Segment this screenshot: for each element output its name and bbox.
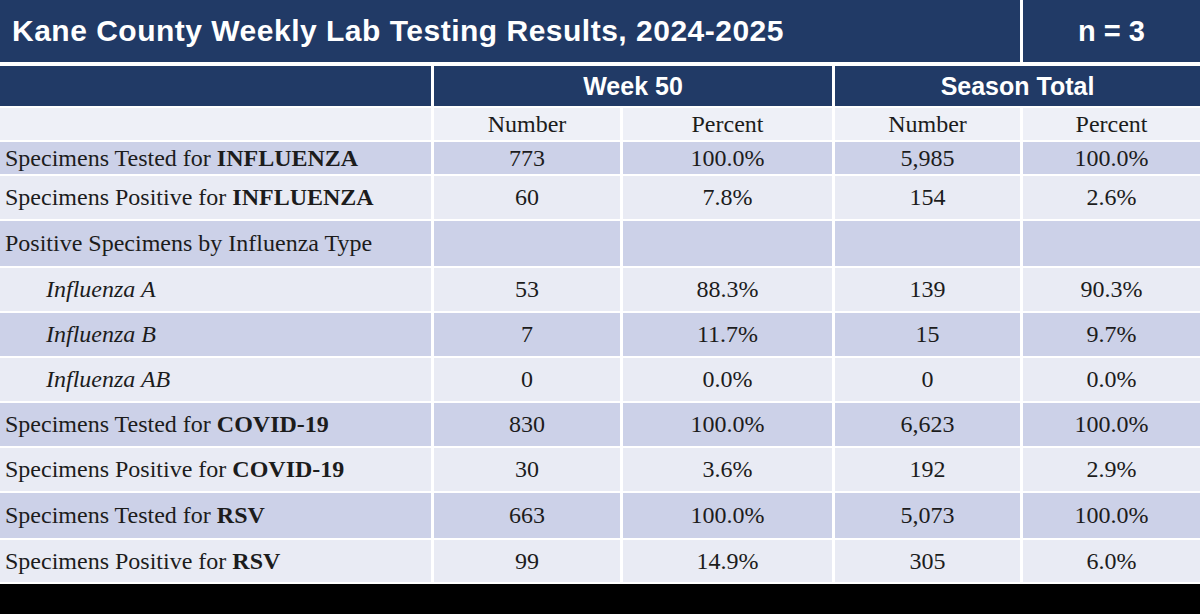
cell-season-number: 6,623 xyxy=(835,403,1023,448)
table-row: Specimens Positive for RSV 99 14.9% 305 … xyxy=(0,540,1200,584)
cell-week50-number: 99 xyxy=(434,540,623,584)
cell-season-number: 192 xyxy=(835,448,1023,493)
cell-week50-percent: 88.3% xyxy=(623,268,835,313)
cell-week50-number xyxy=(434,221,623,268)
table-row: Influenza B 7 11.7% 15 9.7% xyxy=(0,313,1200,358)
cell-season-number: 0 xyxy=(835,358,1023,403)
column-group-week50: Week 50 xyxy=(434,66,835,108)
cell-season-number: 305 xyxy=(835,540,1023,584)
table-row: Influenza AB 0 0.0% 0 0.0% xyxy=(0,358,1200,403)
cell-week50-percent: 7.8% xyxy=(623,176,835,221)
page-title: Kane County Weekly Lab Testing Results, … xyxy=(0,0,1023,66)
row-label: Specimens Positive for COVID-19 xyxy=(0,448,434,493)
cell-season-number: 5,073 xyxy=(835,493,1023,540)
row-label: Specimens Tested for COVID-19 xyxy=(0,403,434,448)
cell-week50-percent xyxy=(623,221,835,268)
cell-season-number xyxy=(835,221,1023,268)
cell-season-percent xyxy=(1023,221,1200,268)
title-row: Kane County Weekly Lab Testing Results, … xyxy=(0,0,1200,66)
cell-week50-percent: 0.0% xyxy=(623,358,835,403)
cell-week50-number: 830 xyxy=(434,403,623,448)
row-label: Specimens Tested for INFLUENZA xyxy=(0,142,434,176)
cell-season-number: 15 xyxy=(835,313,1023,358)
cell-season-number: 139 xyxy=(835,268,1023,313)
table-row: Specimens Positive for COVID-19 30 3.6% … xyxy=(0,448,1200,493)
column-subheader-row: Number Percent Number Percent xyxy=(0,108,1200,142)
row-label: Influenza AB xyxy=(0,358,434,403)
column-header-season-percent: Percent xyxy=(1023,108,1200,142)
cell-season-percent: 100.0% xyxy=(1023,403,1200,448)
cell-week50-number: 60 xyxy=(434,176,623,221)
row-label: Influenza A xyxy=(0,268,434,313)
cell-season-percent: 9.7% xyxy=(1023,313,1200,358)
table-row: Positive Specimens by Influenza Type xyxy=(0,221,1200,268)
cell-week50-number: 773 xyxy=(434,142,623,176)
cell-week50-percent: 14.9% xyxy=(623,540,835,584)
table-row: Specimens Tested for COVID-19 830 100.0%… xyxy=(0,403,1200,448)
row-label-column-spacer xyxy=(0,108,434,142)
column-group-header-row: Week 50 Season Total xyxy=(0,66,1200,108)
cell-week50-number: 0 xyxy=(434,358,623,403)
cell-week50-percent: 3.6% xyxy=(623,448,835,493)
row-label: Influenza B xyxy=(0,313,434,358)
column-group-season-total: Season Total xyxy=(835,66,1200,108)
column-header-week50-percent: Percent xyxy=(623,108,835,142)
row-label: Positive Specimens by Influenza Type xyxy=(0,221,434,268)
cell-season-percent: 2.6% xyxy=(1023,176,1200,221)
lab-results-table: Kane County Weekly Lab Testing Results, … xyxy=(0,0,1200,584)
table-row: Specimens Tested for INFLUENZA 773 100.0… xyxy=(0,142,1200,176)
row-label: Specimens Positive for RSV xyxy=(0,540,434,584)
bottom-black-bar xyxy=(0,584,1200,614)
cell-week50-percent: 100.0% xyxy=(623,403,835,448)
cell-week50-percent: 11.7% xyxy=(623,313,835,358)
cell-season-number: 154 xyxy=(835,176,1023,221)
cell-week50-percent: 100.0% xyxy=(623,142,835,176)
cell-week50-number: 30 xyxy=(434,448,623,493)
column-header-season-number: Number xyxy=(835,108,1023,142)
cell-week50-number: 7 xyxy=(434,313,623,358)
cell-season-percent: 0.0% xyxy=(1023,358,1200,403)
sample-size-badge: n = 3 xyxy=(1023,0,1200,66)
table-row: Specimens Positive for INFLUENZA 60 7.8%… xyxy=(0,176,1200,221)
cell-season-percent: 100.0% xyxy=(1023,493,1200,540)
table-row: Influenza A 53 88.3% 139 90.3% xyxy=(0,268,1200,313)
cell-season-percent: 90.3% xyxy=(1023,268,1200,313)
cell-week50-number: 663 xyxy=(434,493,623,540)
cell-season-number: 5,985 xyxy=(835,142,1023,176)
lab-report-page: Kane County Weekly Lab Testing Results, … xyxy=(0,0,1200,614)
row-label-column-spacer xyxy=(0,66,434,108)
column-header-week50-number: Number xyxy=(434,108,623,142)
row-label: Specimens Positive for INFLUENZA xyxy=(0,176,434,221)
row-label: Specimens Tested for RSV xyxy=(0,493,434,540)
cell-season-percent: 6.0% xyxy=(1023,540,1200,584)
cell-season-percent: 100.0% xyxy=(1023,142,1200,176)
table-row: Specimens Tested for RSV 663 100.0% 5,07… xyxy=(0,493,1200,540)
cell-season-percent: 2.9% xyxy=(1023,448,1200,493)
cell-week50-percent: 100.0% xyxy=(623,493,835,540)
cell-week50-number: 53 xyxy=(434,268,623,313)
